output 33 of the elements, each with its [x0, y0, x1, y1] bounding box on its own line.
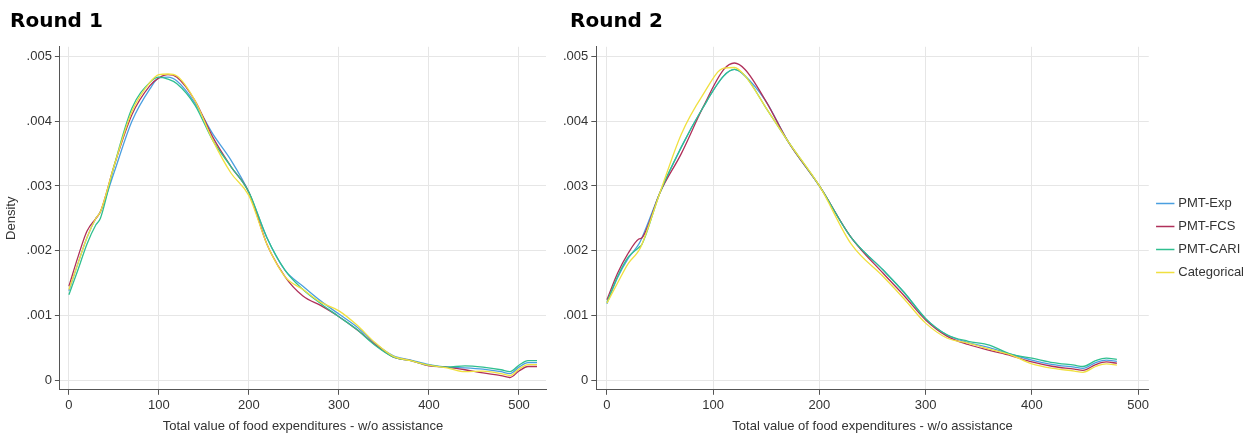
x-tick-label: 200: [808, 397, 831, 413]
x-axis-title: Total value of food expenditures - w/o assistance: [732, 417, 1013, 433]
x-tick-label: 200: [238, 397, 260, 413]
chart-title: Round 1: [10, 8, 103, 32]
y-tick-label: .005: [26, 48, 52, 64]
x-tick-label: 100: [148, 397, 170, 413]
y-tick-label: 0: [581, 371, 589, 387]
y-tick-label: 0: [44, 371, 52, 387]
x-axis-title: Total value of food expenditures - w/o assistance: [162, 417, 444, 433]
legend-label: PMT-Exp: [1178, 195, 1232, 211]
x-tick-label: 400: [1021, 397, 1043, 413]
y-tick-label: .002: [26, 242, 52, 258]
legend-label: PMT-CARI: [1178, 241, 1241, 257]
chart-title: Round 2: [570, 8, 663, 32]
x-tick-label: 100: [702, 397, 725, 413]
x-tick-label: 300: [914, 397, 937, 413]
x-tick-label: 300: [328, 397, 350, 413]
x-tick-label: 0: [603, 397, 611, 413]
y-tick-label: .001: [26, 306, 52, 322]
y-tick-label: .003: [26, 177, 52, 193]
y-tick-label: .005: [562, 48, 589, 64]
legend-label: Categorical: [1178, 264, 1245, 280]
x-tick-label: 0: [65, 397, 73, 413]
y-tick-label: .004: [562, 112, 589, 128]
x-tick-label: 500: [508, 397, 530, 413]
y-tick-label: .004: [26, 112, 52, 128]
y-axis-title: Density: [3, 196, 19, 240]
legend-label: PMT-FCS: [1178, 218, 1236, 234]
x-tick-label: 500: [1127, 397, 1149, 413]
y-tick-label: .001: [562, 306, 589, 322]
y-tick-label: .003: [562, 177, 589, 193]
x-tick-label: 400: [418, 397, 440, 413]
y-tick-label: .002: [562, 242, 589, 258]
